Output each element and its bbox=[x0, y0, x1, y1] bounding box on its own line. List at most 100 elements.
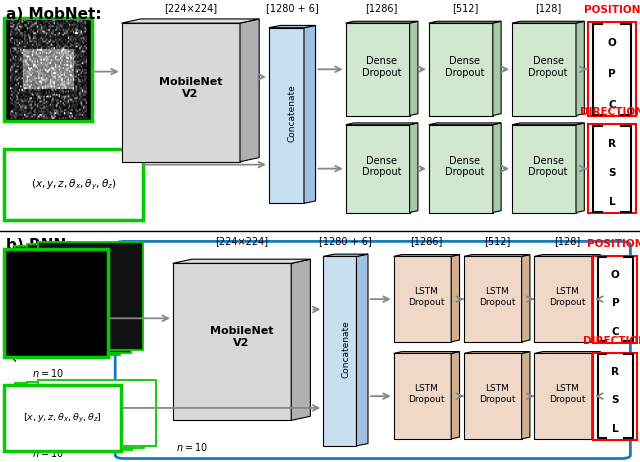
Text: LSTM
Dropout: LSTM Dropout bbox=[549, 384, 586, 403]
Text: Dense
Dropout: Dense Dropout bbox=[362, 56, 401, 78]
Text: O: O bbox=[611, 270, 620, 280]
Polygon shape bbox=[522, 352, 530, 439]
Text: Dense
Dropout: Dense Dropout bbox=[529, 156, 568, 177]
FancyBboxPatch shape bbox=[588, 22, 636, 116]
Text: L: L bbox=[612, 424, 619, 434]
FancyBboxPatch shape bbox=[4, 149, 143, 220]
Polygon shape bbox=[464, 353, 522, 439]
Polygon shape bbox=[512, 21, 584, 23]
FancyBboxPatch shape bbox=[38, 242, 143, 350]
Polygon shape bbox=[173, 263, 291, 420]
Text: LSTM
Dropout: LSTM Dropout bbox=[479, 287, 515, 306]
Text: POSITION: POSITION bbox=[584, 6, 640, 15]
Text: L: L bbox=[609, 197, 615, 207]
Text: [1280 + 6]: [1280 + 6] bbox=[319, 237, 372, 246]
Text: POSITION: POSITION bbox=[587, 239, 640, 249]
Text: Dense
Dropout: Dense Dropout bbox=[445, 156, 484, 177]
Text: [512]: [512] bbox=[484, 237, 510, 246]
Polygon shape bbox=[534, 256, 592, 342]
FancyBboxPatch shape bbox=[593, 256, 637, 343]
Polygon shape bbox=[323, 256, 356, 446]
Text: LSTM
Dropout: LSTM Dropout bbox=[408, 287, 445, 306]
Polygon shape bbox=[304, 25, 316, 203]
Polygon shape bbox=[269, 28, 304, 203]
Polygon shape bbox=[464, 255, 530, 256]
Polygon shape bbox=[534, 353, 592, 439]
Polygon shape bbox=[394, 352, 460, 353]
Polygon shape bbox=[346, 123, 418, 125]
FancyBboxPatch shape bbox=[4, 249, 108, 357]
FancyBboxPatch shape bbox=[15, 247, 120, 355]
Polygon shape bbox=[534, 352, 600, 353]
Text: LSTM
Dropout: LSTM Dropout bbox=[408, 384, 445, 403]
Text: Dense
Dropout: Dense Dropout bbox=[362, 156, 401, 177]
Polygon shape bbox=[576, 21, 584, 116]
Polygon shape bbox=[429, 125, 493, 213]
Text: [224×224]: [224×224] bbox=[215, 237, 268, 246]
Text: $(x, y, z, \theta_x, \theta_y, \theta_z)$: $(x, y, z, \theta_x, \theta_y, \theta_z)… bbox=[31, 177, 116, 192]
Polygon shape bbox=[410, 21, 418, 116]
Polygon shape bbox=[522, 255, 530, 342]
Text: [128]: [128] bbox=[554, 237, 580, 246]
Text: Dense
Dropout: Dense Dropout bbox=[445, 56, 484, 78]
Text: $n = 10$: $n = 10$ bbox=[32, 447, 64, 458]
Polygon shape bbox=[592, 255, 600, 342]
FancyBboxPatch shape bbox=[27, 382, 144, 448]
Text: [1280 + 6]: [1280 + 6] bbox=[266, 3, 319, 13]
Polygon shape bbox=[451, 352, 460, 439]
Polygon shape bbox=[576, 123, 584, 213]
Polygon shape bbox=[451, 255, 460, 342]
Polygon shape bbox=[394, 255, 460, 256]
Text: b) RNN:: b) RNN: bbox=[6, 238, 73, 253]
Text: [224×224]: [224×224] bbox=[164, 3, 217, 13]
Text: Concatenate: Concatenate bbox=[287, 84, 297, 142]
Text: O: O bbox=[607, 38, 616, 48]
Text: C: C bbox=[608, 100, 616, 109]
Polygon shape bbox=[291, 259, 310, 420]
Polygon shape bbox=[464, 352, 530, 353]
FancyBboxPatch shape bbox=[588, 124, 636, 213]
Text: a) MobNet:: a) MobNet: bbox=[6, 7, 102, 22]
Text: MobileNet
V2: MobileNet V2 bbox=[210, 327, 273, 348]
Polygon shape bbox=[346, 125, 410, 213]
Text: $n = 10$: $n = 10$ bbox=[176, 441, 208, 453]
Text: S: S bbox=[612, 395, 619, 406]
Polygon shape bbox=[410, 123, 418, 213]
Text: LSTM
Dropout: LSTM Dropout bbox=[479, 384, 515, 403]
Polygon shape bbox=[592, 352, 600, 439]
Text: Dense
Dropout: Dense Dropout bbox=[529, 56, 568, 78]
Polygon shape bbox=[122, 19, 259, 23]
Polygon shape bbox=[240, 19, 259, 162]
Polygon shape bbox=[122, 23, 240, 162]
Polygon shape bbox=[346, 21, 418, 23]
Text: P: P bbox=[612, 298, 619, 309]
Polygon shape bbox=[356, 254, 368, 446]
Text: DIRECTION: DIRECTION bbox=[584, 336, 640, 346]
Polygon shape bbox=[429, 21, 501, 23]
Polygon shape bbox=[394, 256, 451, 342]
Text: LSTM
Dropout: LSTM Dropout bbox=[549, 287, 586, 306]
Text: $n = 10$: $n = 10$ bbox=[32, 367, 64, 379]
FancyBboxPatch shape bbox=[115, 241, 630, 458]
FancyBboxPatch shape bbox=[4, 385, 121, 451]
FancyBboxPatch shape bbox=[4, 18, 92, 121]
Polygon shape bbox=[173, 259, 310, 263]
Text: [512]: [512] bbox=[452, 3, 478, 13]
Text: Concatenate: Concatenate bbox=[341, 320, 350, 378]
Polygon shape bbox=[493, 123, 501, 213]
Polygon shape bbox=[512, 23, 576, 116]
Polygon shape bbox=[464, 256, 522, 342]
Polygon shape bbox=[394, 353, 451, 439]
Text: S: S bbox=[608, 168, 616, 178]
Polygon shape bbox=[429, 23, 493, 116]
Text: [1286]: [1286] bbox=[410, 237, 443, 246]
Polygon shape bbox=[493, 21, 501, 116]
Text: P: P bbox=[608, 69, 616, 79]
Text: DIRECTION: DIRECTION bbox=[580, 107, 640, 117]
Text: R: R bbox=[608, 139, 616, 149]
FancyBboxPatch shape bbox=[27, 244, 131, 353]
Polygon shape bbox=[512, 123, 584, 125]
Polygon shape bbox=[429, 123, 501, 125]
FancyBboxPatch shape bbox=[593, 353, 637, 440]
FancyBboxPatch shape bbox=[38, 380, 156, 446]
